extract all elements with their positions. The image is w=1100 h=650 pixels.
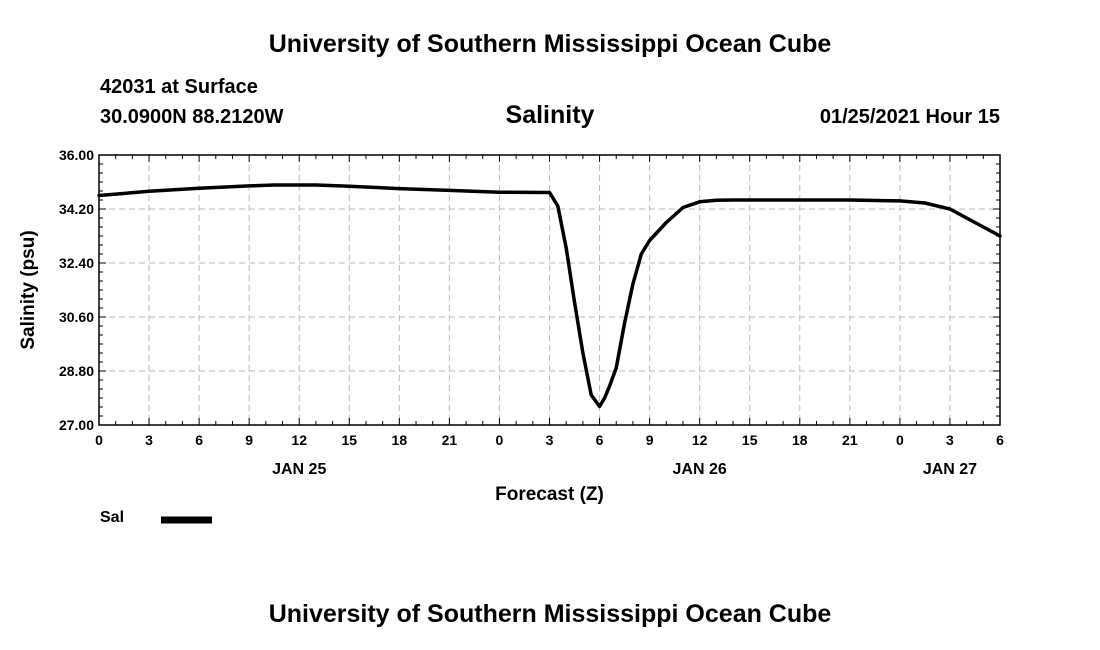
x-tick-label: 3	[145, 432, 153, 448]
y-tick-label: 36.00	[59, 147, 94, 163]
date-label: JAN 26	[673, 461, 727, 478]
x-axis-label: Forecast (Z)	[495, 484, 604, 505]
bottom-title: University of Southern Mississippi Ocean…	[268, 600, 832, 628]
x-tick-label: 15	[341, 432, 357, 448]
x-tick-label: 18	[792, 432, 808, 448]
x-tick-label: 12	[291, 432, 307, 448]
date-label: JAN 27	[923, 461, 977, 478]
x-tick-label: 6	[996, 432, 1004, 448]
x-tick-label: 21	[842, 432, 858, 448]
y-tick-label: 27.00	[59, 417, 94, 433]
x-tick-label: 18	[392, 432, 408, 448]
x-tick-label: 6	[195, 432, 203, 448]
station-label: 42031 at Surface	[100, 76, 258, 98]
y-tick-label: 28.80	[59, 363, 94, 379]
x-tick-label: 15	[742, 432, 758, 448]
y-tick-label: 32.40	[59, 255, 94, 271]
y-tick-label: 30.60	[59, 309, 94, 325]
x-tick-label: 0	[496, 432, 504, 448]
x-tick-label: 3	[946, 432, 954, 448]
x-tick-label: 3	[546, 432, 554, 448]
y-tick-label: 34.20	[59, 201, 94, 217]
x-tick-label: 9	[245, 432, 253, 448]
y-axis-label: Salinity (psu)	[18, 230, 39, 349]
salinity-series-line	[97, 183, 1002, 409]
x-tick-label: 21	[442, 432, 458, 448]
coordinates-label: 30.0900N 88.2120W	[100, 106, 284, 128]
x-tick-label: 6	[596, 432, 604, 448]
date-label: JAN 25	[272, 461, 326, 478]
x-tick-label: 12	[692, 432, 708, 448]
top-title: University of Southern Mississippi Ocean…	[268, 30, 832, 58]
x-tick-label: 0	[95, 432, 103, 448]
timestamp-label: 01/25/2021 Hour 15	[819, 106, 1000, 128]
legend-label: Sal	[100, 509, 125, 526]
x-tick-label: 0	[896, 432, 904, 448]
chart-title: Salinity	[505, 101, 595, 129]
x-tick-label: 9	[646, 432, 654, 448]
